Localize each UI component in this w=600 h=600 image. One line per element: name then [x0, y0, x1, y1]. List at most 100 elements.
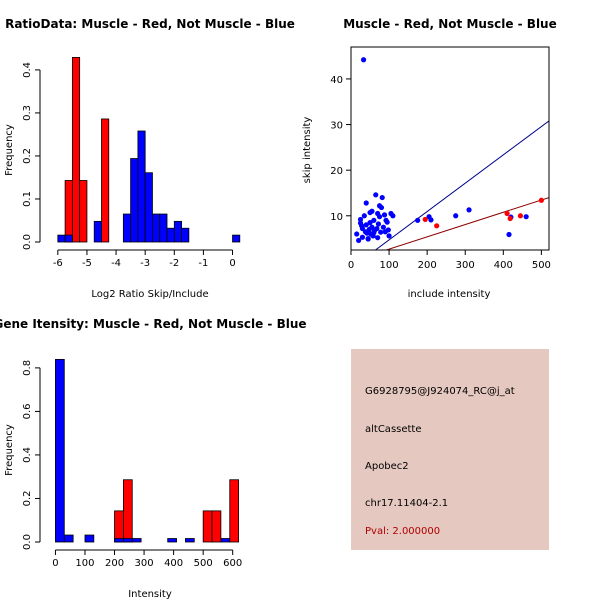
intensity-histogram-y-tick-label: 0.8	[22, 360, 33, 376]
ratio-histogram-bar-muscle	[79, 180, 88, 243]
ratio-histogram-bar-not-muscle	[159, 213, 168, 243]
not-muscle-point	[375, 235, 381, 241]
not-muscle-point	[359, 225, 366, 232]
ratio-histogram-y-tick-label: 0.2	[22, 148, 33, 164]
scatter-y-tick-label: 20	[330, 166, 343, 177]
not-muscle-point	[378, 229, 384, 235]
intensity-histogram-x-tick-label: 0	[52, 558, 58, 569]
not-muscle-point	[371, 230, 377, 236]
ratio-histogram-x-tick-label: -6	[53, 258, 63, 269]
intensity-histogram-bar-muscle	[229, 479, 240, 543]
probe-info-panel: G6928795@J924074_RC@j_at altCassette Apo…	[351, 349, 549, 550]
intensity-histogram-bar-not-muscle	[63, 534, 74, 543]
not-muscle-point	[357, 220, 364, 226]
scatter-x-tick-label: 300	[456, 260, 475, 271]
intensity-histogram-y-tick-label: 0.2	[22, 491, 33, 507]
scatter-ylabel: skip intensity	[302, 117, 313, 184]
not-muscle-point	[374, 225, 380, 232]
intensity-histogram-bar-not-muscle	[131, 538, 142, 543]
intensity-histogram-bar-not-muscle	[185, 538, 195, 543]
intensity-histogram-xlabel: Intensity	[128, 589, 172, 600]
not-muscle-point	[415, 217, 421, 223]
not-muscle-point	[379, 194, 385, 201]
not-muscle-point	[466, 207, 472, 213]
ratio-histogram-bar-not-muscle	[130, 158, 139, 243]
not-muscle-point	[363, 222, 369, 228]
not-muscle-point	[359, 234, 366, 240]
ratio-histogram-xlabel: Log2 Ratio Skip/Include	[91, 289, 208, 300]
ratio-histogram-x-tick-label: -2	[169, 258, 179, 269]
ratio-histogram-bar-muscle	[101, 118, 110, 243]
intensity-histogram-x-tick-label: 500	[194, 558, 213, 569]
ratio-histogram-y-tick-label: 0.4	[22, 62, 33, 78]
intensity-histogram-bar-not-muscle	[84, 534, 95, 543]
intensity-histogram-x-tick-label: 300	[135, 558, 154, 569]
event-type-label: altCassette	[365, 424, 422, 435]
probe-id-label: G6928795@J924074_RC@j_at	[365, 386, 515, 397]
intensity-scatter-panel: Muscle - Red, Not Muscle - Blue include …	[302, 17, 557, 300]
intensity-histogram-bar-not-muscle	[114, 538, 124, 543]
scatter-frame	[350, 46, 550, 251]
intensity-histogram-ylabel: Frequency	[4, 424, 15, 476]
ratio-histogram-bar-not-muscle	[144, 172, 153, 243]
scatter-xlabel: include intensity	[408, 289, 491, 300]
not-muscle-point	[354, 231, 360, 237]
not-muscle-point	[365, 236, 371, 242]
ratio-histogram-x-tick-label: 0	[229, 258, 235, 269]
scatter-y-tick-label: 10	[330, 212, 343, 223]
muscle-point	[504, 210, 510, 217]
not-muscle-point	[385, 227, 391, 233]
intensity-histogram-bar-muscle	[122, 479, 133, 543]
gene-name-label: Apobec2	[365, 461, 409, 472]
intensity-histogram-y-tick-label: 0.6	[22, 403, 33, 419]
ratio-histogram-bar-not-muscle	[232, 234, 241, 243]
pval-label: Pval: 2.000000	[365, 526, 441, 537]
intensity-histogram-x-tick-label: 100	[75, 558, 94, 569]
not-muscle-point	[380, 224, 386, 230]
scatter-x-tick-label: 500	[532, 260, 551, 271]
scatter-y-tick-label: 30	[330, 121, 343, 132]
scatter-x-tick-label: 0	[348, 260, 354, 271]
scatter-y-tick-label: 40	[330, 75, 343, 86]
intensity-histogram-x-tick-label: 600	[223, 558, 242, 569]
ratio-histogram-bar-not-muscle	[166, 227, 175, 243]
not-muscle-point	[390, 213, 396, 219]
ratio-histogram-bar-not-muscle	[122, 213, 132, 243]
muscle-fit-line	[384, 197, 549, 250]
muscle-point	[538, 197, 544, 203]
not-muscle-point	[523, 214, 529, 220]
not-muscle-point	[381, 212, 388, 218]
intensity-histogram-bar-not-muscle	[220, 538, 231, 543]
ratio-histogram-y-tick-label: 0.3	[22, 105, 33, 121]
intensity-histogram-bar-not-muscle	[167, 538, 177, 543]
intensity-histogram-x-tick-label: 400	[164, 558, 183, 569]
ratio-histogram-ylabel: Frequency	[4, 124, 15, 176]
muscle-point	[434, 223, 440, 229]
scatter-title: Muscle - Red, Not Muscle - Blue	[343, 17, 557, 31]
not-muscle-point	[376, 203, 383, 209]
not-muscle-point	[357, 216, 364, 223]
not-muscle-point	[376, 214, 383, 220]
ratio-histogram-y-tick-label: 0.1	[22, 191, 33, 207]
ratio-histogram-bar-muscle	[64, 180, 73, 243]
not-muscle-point	[506, 231, 512, 238]
not-muscle-point	[428, 217, 434, 223]
muscle-point	[507, 215, 513, 222]
ratio-histogram-x-tick-label: -4	[111, 258, 121, 269]
not-muscle-point	[371, 217, 377, 223]
not-muscle-fit-line	[374, 120, 549, 250]
scatter-plot-area	[354, 57, 549, 250]
not-muscle-point	[367, 220, 373, 226]
intensity-histogram-bar-muscle	[211, 510, 222, 543]
ratio-histogram-panel: RatioData: Muscle - Red, Not Muscle - Bl…	[4, 17, 295, 300]
not-muscle-point	[384, 219, 390, 225]
ratio-histogram-x-tick-label: -5	[82, 258, 92, 269]
not-muscle-point	[453, 213, 459, 219]
scatter-x-tick-label: 400	[494, 260, 513, 271]
ratio-histogram-bar-not-muscle	[181, 227, 190, 243]
scatter-x-tick-label: 200	[418, 260, 437, 271]
ratio-histogram-title: RatioData: Muscle - Red, Not Muscle - Bl…	[5, 17, 295, 31]
ratio-histogram-bar-not-muscle	[173, 220, 182, 243]
intensity-histogram-y-tick-label: 0.4	[22, 447, 33, 463]
